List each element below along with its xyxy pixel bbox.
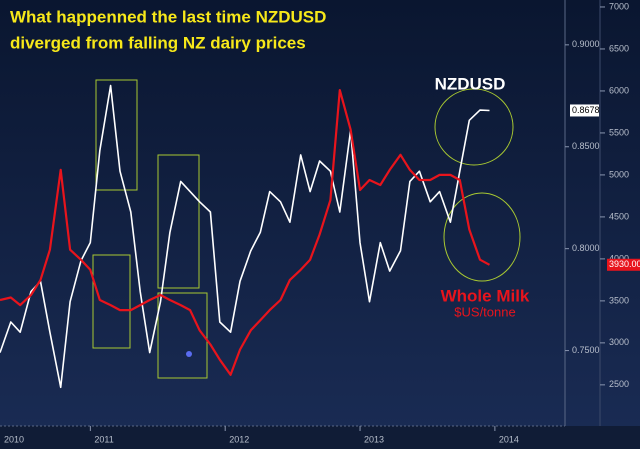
y2-tick-label: 3500	[609, 295, 629, 305]
y2-tick-label: 2500	[609, 379, 629, 389]
highlight-box	[157, 292, 208, 379]
last-value-label: 3930.00	[609, 259, 640, 269]
y2-tick-label: 6500	[609, 43, 629, 53]
chart-title: What happenned the last time NZDUSD	[10, 7, 326, 26]
highlight-box	[92, 254, 131, 349]
y2-tick-label: 4000	[609, 253, 629, 263]
x-tick-label: 2012	[229, 434, 249, 444]
x-tick-label: 2014	[499, 434, 519, 444]
series-line	[0, 89, 491, 376]
y-tick-label: 0.8500	[572, 141, 600, 151]
marker-dot	[186, 351, 192, 357]
highlight-circle	[434, 88, 514, 166]
chart-title: diverged from falling NZ dairy prices	[10, 33, 306, 52]
y2-tick-label: 7000	[609, 1, 629, 11]
y2-tick-label: 6000	[609, 85, 629, 95]
highlight-box	[157, 154, 200, 289]
last-value-box	[607, 258, 640, 271]
x-tick-label: 2010	[4, 434, 24, 444]
last-value-box	[570, 104, 599, 117]
y2-tick-label: 5000	[609, 169, 629, 179]
last-value-label: 0.8678	[572, 105, 600, 115]
highlight-circle	[443, 192, 521, 282]
x-axis-band	[0, 426, 640, 449]
y-tick-label: 0.8000	[572, 243, 600, 253]
annotation: NZDUSD	[435, 74, 506, 93]
y2-tick-label: 4500	[609, 211, 629, 221]
x-tick-label: 2011	[94, 434, 113, 444]
y2-tick-label: 5500	[609, 127, 629, 137]
x-tick-label: 2013	[364, 434, 384, 444]
y-tick-label: 0.9000	[572, 39, 600, 49]
y2-tick-label: 3000	[609, 337, 629, 347]
y-tick-label: 0.7500	[572, 345, 600, 355]
highlight-box	[95, 79, 138, 191]
highlight-boxes	[92, 79, 521, 379]
annotation: $US/tonne	[454, 304, 515, 319]
series-line	[0, 84, 490, 389]
annotation: Whole Milk	[441, 286, 530, 305]
